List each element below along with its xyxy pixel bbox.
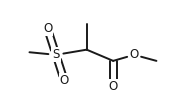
Text: O: O [129,48,139,61]
Text: O: O [43,23,52,36]
Text: O: O [60,74,69,87]
Text: O: O [109,80,118,93]
Text: S: S [52,48,60,61]
